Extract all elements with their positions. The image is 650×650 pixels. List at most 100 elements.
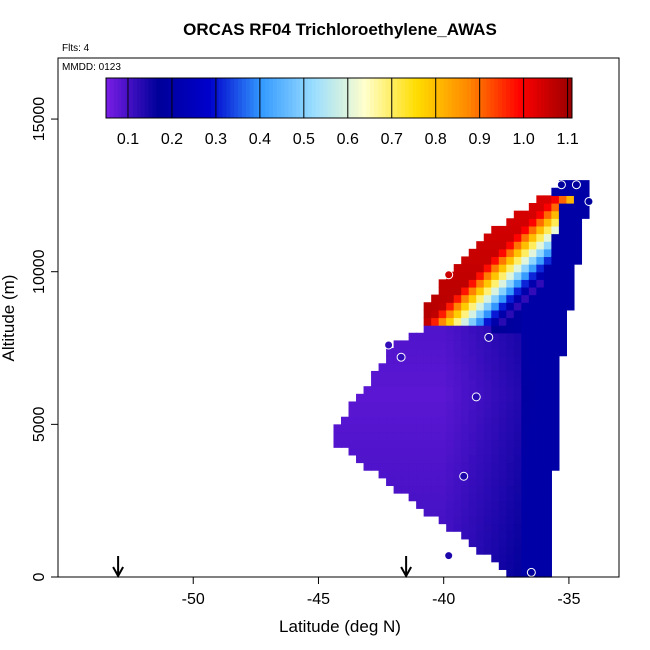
heatmap-cell	[453, 515, 462, 525]
heatmap-cell	[363, 416, 372, 425]
heatmap-cell	[543, 447, 552, 456]
heatmap-cell	[483, 538, 492, 548]
heatmap-cell	[468, 378, 477, 387]
heatmap-cell	[581, 187, 590, 196]
heatmap-cell	[498, 309, 507, 319]
heatmap-cell	[468, 355, 477, 364]
heatmap-cell	[543, 294, 552, 303]
heatmap-cell	[536, 569, 545, 578]
heatmap-cell	[453, 454, 462, 464]
heatmap-cell	[491, 317, 500, 326]
heatmap-cell	[513, 386, 522, 395]
heatmap-cell	[528, 264, 537, 273]
heatmap-cell	[528, 409, 537, 418]
heatmap-cell	[468, 508, 477, 517]
colorbar-segment	[397, 78, 402, 118]
heatmap-cell	[363, 462, 372, 471]
heatmap-cell	[483, 508, 492, 517]
heatmap-cell	[453, 309, 462, 319]
heatmap-cell	[453, 424, 462, 433]
heatmap-cell	[528, 538, 537, 548]
heatmap-cell	[528, 309, 537, 319]
heatmap-cell	[423, 409, 432, 418]
heatmap-cell	[446, 378, 455, 387]
heatmap-cell	[536, 554, 545, 563]
heatmap-cell	[513, 225, 522, 235]
heatmap-cell	[468, 439, 477, 448]
heatmap-cell	[341, 424, 350, 433]
heatmap-cell	[498, 508, 507, 517]
heatmap-cell	[536, 256, 545, 265]
colorbar-segment	[109, 78, 115, 118]
heatmap-cell	[408, 363, 417, 372]
heatmap-cell	[371, 424, 380, 433]
heatmap-cell	[558, 294, 567, 303]
heatmap-cell	[521, 325, 530, 334]
heatmap-cell	[543, 508, 552, 517]
y-tick-label: 0	[31, 572, 48, 581]
heatmap-cell	[408, 416, 417, 425]
heatmap-cell	[378, 393, 387, 403]
heatmap-cell	[483, 348, 492, 357]
heatmap-cell	[408, 370, 417, 380]
heatmap-cell	[401, 454, 410, 464]
colorbar-segment	[346, 78, 352, 118]
colorbar-segment	[490, 78, 495, 118]
colorbar-segment	[405, 78, 410, 118]
heatmap-cell	[476, 546, 485, 555]
heatmap-cell	[438, 378, 447, 387]
heatmap-cell	[551, 294, 560, 303]
heatmap-cell	[528, 416, 537, 425]
heatmap-cell	[431, 508, 440, 517]
heatmap-cell	[506, 355, 515, 364]
x-tick-label: -40	[432, 591, 455, 608]
heatmap-cell	[423, 401, 432, 410]
heatmap-cell	[416, 500, 425, 509]
heatmap-cell	[491, 370, 500, 380]
heatmap-cell	[483, 363, 492, 372]
heatmap-cell	[438, 302, 447, 311]
heatmap-cell	[521, 531, 530, 540]
sample-markers	[384, 180, 594, 577]
heatmap-cell	[453, 500, 462, 509]
heatmap-cell	[423, 317, 432, 326]
heatmap-cell	[506, 462, 515, 471]
heatmap-cell	[438, 355, 447, 364]
heatmap-cell	[521, 363, 530, 372]
heatmap-cell	[521, 431, 530, 441]
colorbar-segment	[214, 78, 220, 118]
heatmap-cell	[453, 302, 462, 311]
heatmap-cell	[498, 279, 507, 288]
heatmap-cell	[536, 462, 545, 471]
heatmap-cell	[543, 454, 552, 464]
heatmap-cell	[446, 409, 455, 418]
heatmap-cell	[513, 309, 522, 319]
heatmap-cell	[423, 386, 432, 395]
heatmap-cell	[491, 378, 500, 387]
heatmap-cell	[558, 317, 567, 326]
heatmap-cell	[513, 302, 522, 311]
heatmap-cell	[543, 264, 552, 273]
heatmap-cell	[513, 279, 522, 288]
colorbar-segment	[548, 78, 554, 118]
heatmap-cell	[453, 401, 462, 410]
heatmap-cell	[573, 187, 583, 196]
colorbar-segment	[241, 78, 247, 118]
heatmap-cell	[506, 241, 515, 250]
heatmap-cell	[393, 401, 402, 410]
heatmap-cell	[521, 279, 530, 288]
heatmap-cell	[378, 431, 387, 441]
heatmap-cell	[491, 248, 500, 258]
heatmap-cell	[543, 500, 552, 509]
heatmap-cell	[528, 279, 537, 288]
heatmap-cell	[356, 416, 365, 425]
heatmap-cell	[348, 424, 357, 433]
colorbar-segment	[377, 78, 383, 118]
heatmap-cell	[528, 294, 537, 303]
heatmap-cell	[528, 531, 537, 540]
heatmap-cell	[431, 294, 440, 303]
heatmap-cell	[536, 355, 545, 364]
heatmap-cell	[468, 271, 477, 280]
heatmap-cell	[378, 439, 387, 448]
heatmap-cell	[431, 477, 440, 487]
